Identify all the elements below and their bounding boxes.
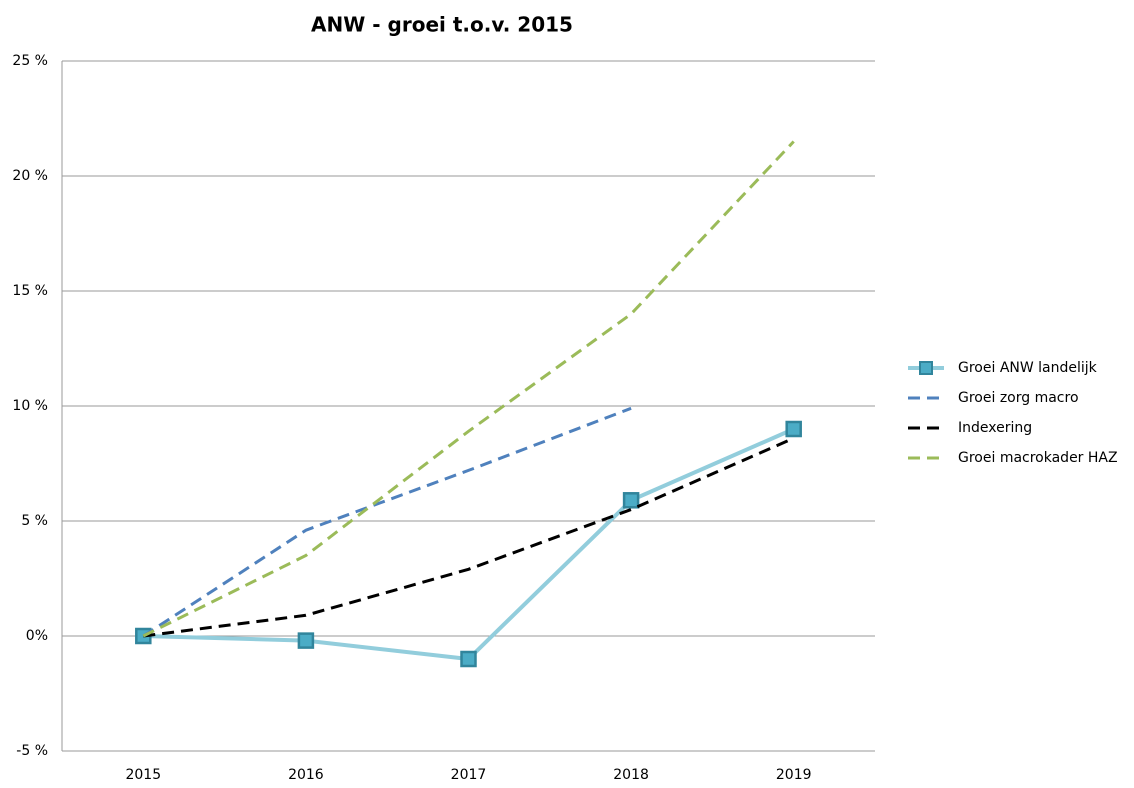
chart-title: ANW - groei t.o.v. 2015 — [311, 13, 573, 37]
marker — [785, 420, 802, 438]
marker — [460, 650, 477, 668]
legend-label: Groei zorg macro — [958, 390, 1079, 406]
y-tick-label: 0% — [26, 628, 48, 644]
y-tick-label: 15 % — [12, 283, 48, 299]
y-tick-label: -5 % — [16, 743, 48, 759]
x-tick-label: 2018 — [613, 767, 649, 783]
x-tick-label: 2016 — [288, 767, 324, 783]
series-line — [143, 436, 795, 638]
y-tick-label: 20 % — [12, 168, 48, 184]
legend-label: Groei ANW landelijk — [958, 360, 1098, 376]
marker — [622, 492, 640, 509]
x-tick-label: 2019 — [776, 767, 812, 783]
legend-label: Groei macrokader HAZ — [958, 450, 1118, 466]
y-tick-label: 10 % — [12, 398, 48, 414]
legend-label: Indexering — [958, 420, 1032, 436]
x-tick-label: 2015 — [125, 767, 161, 783]
marker — [297, 632, 315, 649]
y-tick-label: 25 % — [12, 53, 48, 69]
x-tick-label: 2017 — [451, 767, 487, 783]
legend-marker — [919, 361, 933, 375]
series-line — [142, 406, 632, 638]
series-line — [142, 140, 795, 638]
y-tick-label: 5 % — [21, 513, 48, 529]
